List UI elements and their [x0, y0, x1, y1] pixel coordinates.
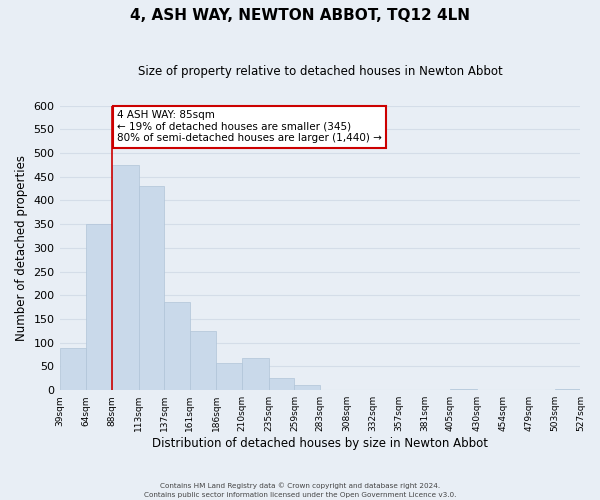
Bar — [59, 348, 86, 390]
Bar — [295, 386, 320, 390]
X-axis label: Distribution of detached houses by size in Newton Abbot: Distribution of detached houses by size … — [152, 437, 488, 450]
Bar — [269, 378, 295, 390]
Bar — [242, 358, 269, 390]
Bar — [112, 165, 139, 390]
Bar — [217, 362, 242, 390]
Text: Contains HM Land Registry data © Crown copyright and database right 2024.
Contai: Contains HM Land Registry data © Crown c… — [144, 482, 456, 498]
Bar — [164, 302, 190, 390]
Y-axis label: Number of detached properties: Number of detached properties — [15, 155, 28, 341]
Bar — [86, 224, 112, 390]
Bar — [139, 186, 164, 390]
Text: 4 ASH WAY: 85sqm
← 19% of detached houses are smaller (345)
80% of semi-detached: 4 ASH WAY: 85sqm ← 19% of detached house… — [117, 110, 382, 144]
Text: 4, ASH WAY, NEWTON ABBOT, TQ12 4LN: 4, ASH WAY, NEWTON ABBOT, TQ12 4LN — [130, 8, 470, 22]
Title: Size of property relative to detached houses in Newton Abbot: Size of property relative to detached ho… — [137, 65, 502, 78]
Bar — [190, 331, 217, 390]
